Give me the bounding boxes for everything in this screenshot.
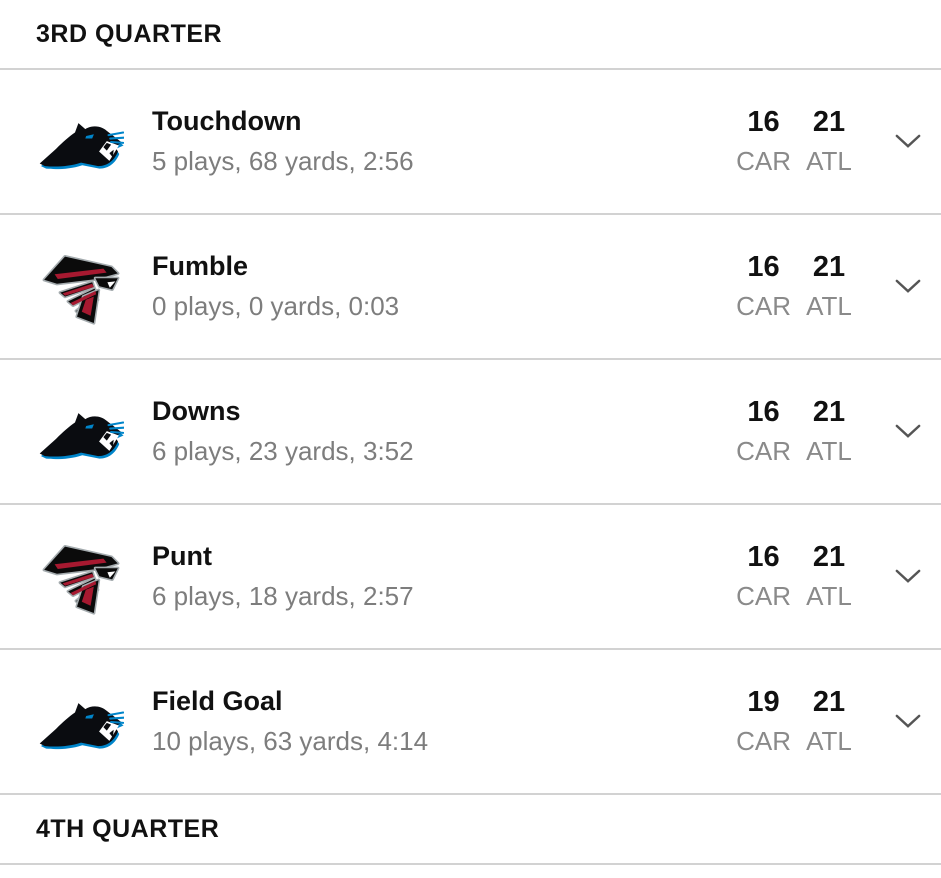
home-score: 21 <box>812 396 846 428</box>
drive-row[interactable]: Touchdown 5 plays, 68 yards, 2:56 16 CAR… <box>0 70 941 215</box>
drive-detail-label: 6 plays, 23 yards, 3:52 <box>152 436 414 466</box>
chevron-down-icon[interactable] <box>893 127 923 157</box>
home-score-column: 21 ATL <box>803 541 855 612</box>
home-team-abbr: ATL <box>806 581 852 611</box>
away-team-abbr: CAR <box>736 436 791 466</box>
drive-result-label: Downs <box>152 396 241 426</box>
drive-info: Downs 6 plays, 23 yards, 3:52 <box>152 396 736 467</box>
away-score: 16 <box>747 251 780 283</box>
home-team-abbr: ATL <box>806 146 852 176</box>
falcons-logo <box>38 534 124 620</box>
drive-row[interactable]: Fumble 0 plays, 0 yards, 0:03 16 CAR 21 … <box>0 215 941 360</box>
home-team-abbr: ATL <box>806 436 852 466</box>
home-score-column: 21 ATL <box>803 686 855 757</box>
away-team-abbr: CAR <box>736 726 791 756</box>
home-score-column: 21 ATL <box>803 251 855 322</box>
home-team-abbr: ATL <box>806 291 852 321</box>
chevron-down-icon[interactable] <box>893 272 923 302</box>
away-team-abbr: CAR <box>736 581 791 611</box>
quarter-header: 4TH QUARTER <box>0 795 941 865</box>
drive-detail-label: 0 plays, 0 yards, 0:03 <box>152 291 400 321</box>
drive-info: Fumble 0 plays, 0 yards, 0:03 <box>152 251 736 322</box>
drive-row[interactable]: Punt 6 plays, 18 yards, 2:57 16 CAR 21 A… <box>0 505 941 650</box>
away-score: 16 <box>747 541 780 573</box>
home-score-column: 21 ATL <box>803 106 855 177</box>
quarter-label: 4TH QUARTER <box>36 814 220 843</box>
panthers-logo <box>38 99 124 185</box>
away-score: 16 <box>747 106 780 138</box>
drive-detail-label: 5 plays, 68 yards, 2:56 <box>152 146 414 176</box>
away-score-column: 16 CAR <box>736 396 791 467</box>
score-columns: 16 CAR 21 ATL <box>736 541 855 612</box>
away-team-abbr: CAR <box>736 146 791 176</box>
quarter-header: 3RD QUARTER <box>0 0 941 70</box>
drive-row[interactable]: Field Goal 10 plays, 63 yards, 4:14 19 C… <box>0 650 941 795</box>
drive-detail-label: 6 plays, 18 yards, 2:57 <box>152 581 414 611</box>
drive-result-label: Touchdown <box>152 106 302 136</box>
drive-row[interactable]: Downs 6 plays, 23 yards, 3:52 16 CAR 21 … <box>0 360 941 505</box>
score-columns: 16 CAR 21 ATL <box>736 251 855 322</box>
home-team-abbr: ATL <box>806 726 852 756</box>
drive-result-label: Fumble <box>152 251 249 281</box>
score-columns: 19 CAR 21 ATL <box>736 686 855 757</box>
drive-detail-label: 10 plays, 63 yards, 4:14 <box>152 726 429 756</box>
home-score: 21 <box>812 541 846 573</box>
chevron-down-icon[interactable] <box>893 707 923 737</box>
away-score-column: 19 CAR <box>736 686 791 757</box>
quarter-label: 3RD QUARTER <box>36 19 223 48</box>
score-columns: 16 CAR 21 ATL <box>736 106 855 177</box>
score-columns: 16 CAR 21 ATL <box>736 396 855 467</box>
away-score-column: 16 CAR <box>736 251 791 322</box>
drive-result-label: Field Goal <box>152 686 283 716</box>
home-score: 21 <box>812 686 846 718</box>
away-score-column: 16 CAR <box>736 541 791 612</box>
home-score-column: 21 ATL <box>803 396 855 467</box>
drive-result-label: Punt <box>152 541 212 571</box>
drive-info: Field Goal 10 plays, 63 yards, 4:14 <box>152 686 736 757</box>
falcons-logo <box>38 244 124 330</box>
chevron-down-icon[interactable] <box>893 562 923 592</box>
away-score: 19 <box>747 686 780 718</box>
home-score: 21 <box>812 106 846 138</box>
chevron-down-icon[interactable] <box>893 417 923 447</box>
panthers-logo <box>38 679 124 765</box>
home-score: 21 <box>812 251 846 283</box>
away-score: 16 <box>747 396 780 428</box>
drive-info: Punt 6 plays, 18 yards, 2:57 <box>152 541 736 612</box>
away-team-abbr: CAR <box>736 291 791 321</box>
drive-info: Touchdown 5 plays, 68 yards, 2:56 <box>152 106 736 177</box>
panthers-logo <box>38 389 124 475</box>
away-score-column: 16 CAR <box>736 106 791 177</box>
